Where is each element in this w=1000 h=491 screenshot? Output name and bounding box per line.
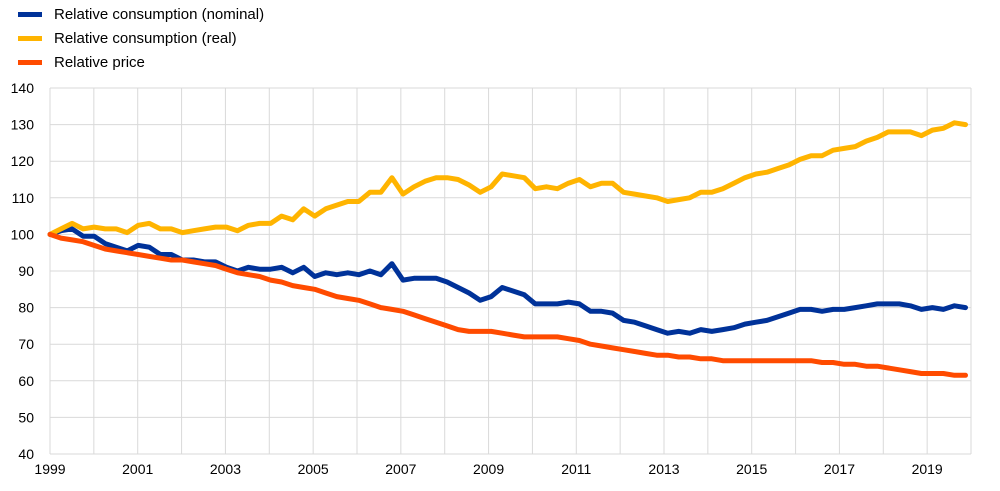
x-tick-label: 2007 <box>385 461 416 477</box>
x-tick-label: 2015 <box>736 461 767 477</box>
legend-swatch-nominal <box>18 11 42 17</box>
series-line-price <box>47 231 968 378</box>
x-tick-label: 2009 <box>473 461 504 477</box>
x-tick-label: 2001 <box>122 461 153 477</box>
x-tick-label: 2013 <box>648 461 679 477</box>
y-tick-label: 40 <box>18 446 34 462</box>
x-tick-label: 2005 <box>298 461 329 477</box>
legend-label: Relative consumption (nominal) <box>54 5 265 23</box>
y-tick-label: 70 <box>18 336 34 352</box>
legend-swatch-real <box>18 35 42 41</box>
x-tick-label: 1999 <box>34 461 65 477</box>
y-tick-label: 90 <box>18 263 34 279</box>
legend-swatch-price <box>18 59 42 65</box>
y-tick-label: 100 <box>11 226 35 242</box>
legend-item-nominal: Relative consumption (nominal) <box>18 2 264 26</box>
y-tick-label: 140 <box>11 80 35 96</box>
x-tick-label: 2011 <box>561 461 591 477</box>
legend-item-price: Relative price <box>18 50 264 74</box>
y-tick-label: 120 <box>11 153 35 169</box>
x-tick-label: 2019 <box>912 461 943 477</box>
legend: Relative consumption (nominal) Relative … <box>18 2 264 74</box>
x-tick-label: 2017 <box>824 461 855 477</box>
y-tick-label: 110 <box>12 190 35 206</box>
legend-label: Relative price <box>54 53 145 71</box>
y-tick-label: 130 <box>11 117 35 133</box>
series-line-real <box>47 120 968 237</box>
series-line-nominal <box>47 226 968 336</box>
y-tick-label: 80 <box>18 300 34 316</box>
legend-item-real: Relative consumption (real) <box>18 26 264 50</box>
y-tick-label: 50 <box>18 409 34 425</box>
legend-label: Relative consumption (real) <box>54 29 237 47</box>
x-tick-label: 2003 <box>210 461 241 477</box>
y-tick-label: 60 <box>18 373 34 389</box>
